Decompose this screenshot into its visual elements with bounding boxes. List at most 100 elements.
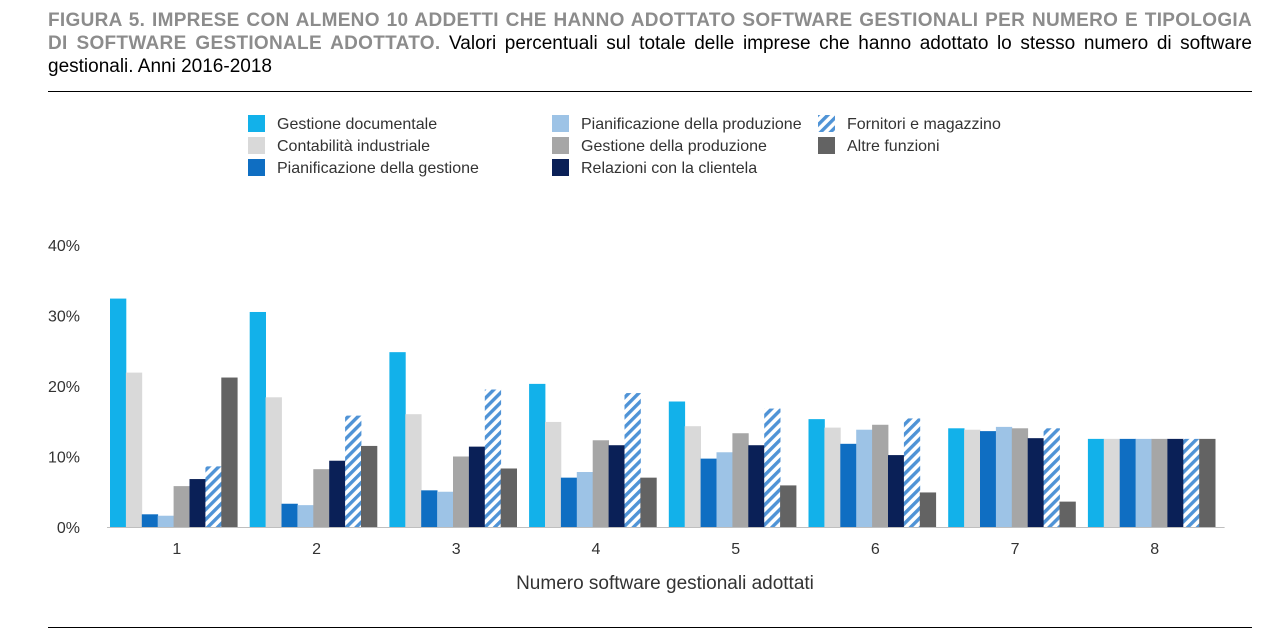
bar xyxy=(1043,428,1060,527)
y-tick-label: 40% xyxy=(48,238,80,255)
bar xyxy=(1183,438,1200,528)
x-tick-label: 2 xyxy=(312,541,321,558)
x-axis: 1 2 3 4 5 6 7 8 xyxy=(107,527,1225,558)
figure-title: FIGURA 5. IMPRESE CON ALMENO 10 ADDETTI … xyxy=(48,9,1252,78)
bar xyxy=(576,472,594,527)
legend-label: Altre funzioni xyxy=(847,138,940,155)
bar xyxy=(173,486,190,527)
bar xyxy=(888,455,905,527)
y-tick-label: 30% xyxy=(48,309,80,326)
bar xyxy=(484,389,502,527)
bar xyxy=(221,377,238,527)
bar xyxy=(1011,428,1029,527)
bar xyxy=(624,393,641,527)
x-tick-label: 7 xyxy=(1011,541,1020,558)
bar xyxy=(1199,438,1216,528)
bar xyxy=(732,433,749,527)
legend-label: Fornitori e magazzino xyxy=(847,116,1001,133)
legend-label: Relazioni con la clientela xyxy=(581,160,757,177)
bar xyxy=(808,419,825,527)
bar xyxy=(919,492,937,527)
bar xyxy=(329,460,346,527)
bottom-rule xyxy=(48,627,1252,628)
legend-swatch xyxy=(818,115,835,132)
bar xyxy=(405,414,422,527)
bar xyxy=(700,458,717,527)
bar xyxy=(421,490,438,527)
bar xyxy=(1151,438,1168,528)
bar xyxy=(1167,438,1184,528)
bar xyxy=(468,446,486,527)
bar xyxy=(872,424,889,527)
bar xyxy=(437,491,454,527)
y-tick-label: 0% xyxy=(57,520,80,537)
legend-label: Pianificazione della produzione xyxy=(581,116,802,133)
bar xyxy=(189,479,206,527)
y-tick-label: 20% xyxy=(48,379,80,396)
bar xyxy=(716,452,733,527)
bar xyxy=(500,468,517,527)
legend-swatch xyxy=(552,159,569,176)
bar xyxy=(110,298,127,527)
bar xyxy=(840,443,857,527)
figure-title-lead: FIGURA 5. IMPRESE CON ALMENO 10 ADDETTI … xyxy=(48,10,1252,54)
x-tick-label: 1 xyxy=(172,541,181,558)
x-tick-label: 3 xyxy=(452,541,461,558)
y-axis: 0% 10% 20% 30% 40% xyxy=(48,238,80,537)
bar xyxy=(157,515,174,527)
figure-title-description: Valori percentuali sul totale delle impr… xyxy=(48,33,1252,77)
bar xyxy=(592,440,609,527)
top-rule xyxy=(48,91,1252,92)
bar xyxy=(529,383,546,527)
bar xyxy=(980,431,997,527)
x-tick-label: 8 xyxy=(1150,541,1159,558)
legend-swatch xyxy=(552,115,569,132)
bar xyxy=(668,401,686,527)
bar xyxy=(1103,438,1121,528)
legend-swatch xyxy=(248,137,265,154)
bar xyxy=(640,477,657,527)
bar xyxy=(995,426,1013,527)
bar xyxy=(780,485,797,527)
legend-label: Contabilità industriale xyxy=(277,138,430,155)
bar xyxy=(824,427,841,527)
bar xyxy=(1087,438,1105,528)
bar xyxy=(764,408,781,527)
legend: Gestione documentale Contabilità industri… xyxy=(248,115,1001,177)
bar xyxy=(608,445,625,527)
bar xyxy=(948,428,965,527)
bar xyxy=(345,415,362,527)
legend-label: Pianificazione della gestione xyxy=(277,160,479,177)
bar xyxy=(1135,438,1152,528)
x-tick-label: 4 xyxy=(591,541,600,558)
bar xyxy=(964,429,981,527)
bar xyxy=(141,514,159,527)
x-tick-label: 5 xyxy=(731,541,740,558)
bar xyxy=(453,456,470,527)
bar xyxy=(249,311,266,527)
bar xyxy=(205,466,222,527)
legend-label: Gestione della produzione xyxy=(581,138,767,155)
x-tick-label: 6 xyxy=(871,541,880,558)
bar xyxy=(313,469,330,527)
bar xyxy=(297,505,314,527)
bar xyxy=(684,426,701,527)
x-axis-title: Numero software gestionali adottati xyxy=(516,573,814,594)
bar xyxy=(856,429,873,527)
legend-swatch xyxy=(248,115,265,132)
bar xyxy=(281,503,298,527)
bar xyxy=(125,372,143,527)
bar xyxy=(748,445,765,527)
y-tick-label: 10% xyxy=(48,450,80,467)
legend-label: Gestione documentale xyxy=(277,116,437,133)
bar xyxy=(545,421,562,527)
bars xyxy=(110,298,1216,528)
bar xyxy=(1059,501,1076,527)
bar xyxy=(1027,438,1044,527)
legend-swatch xyxy=(818,137,835,154)
bar xyxy=(1119,438,1136,528)
bar xyxy=(903,418,921,527)
bar xyxy=(265,397,282,527)
legend-swatch xyxy=(552,137,569,154)
